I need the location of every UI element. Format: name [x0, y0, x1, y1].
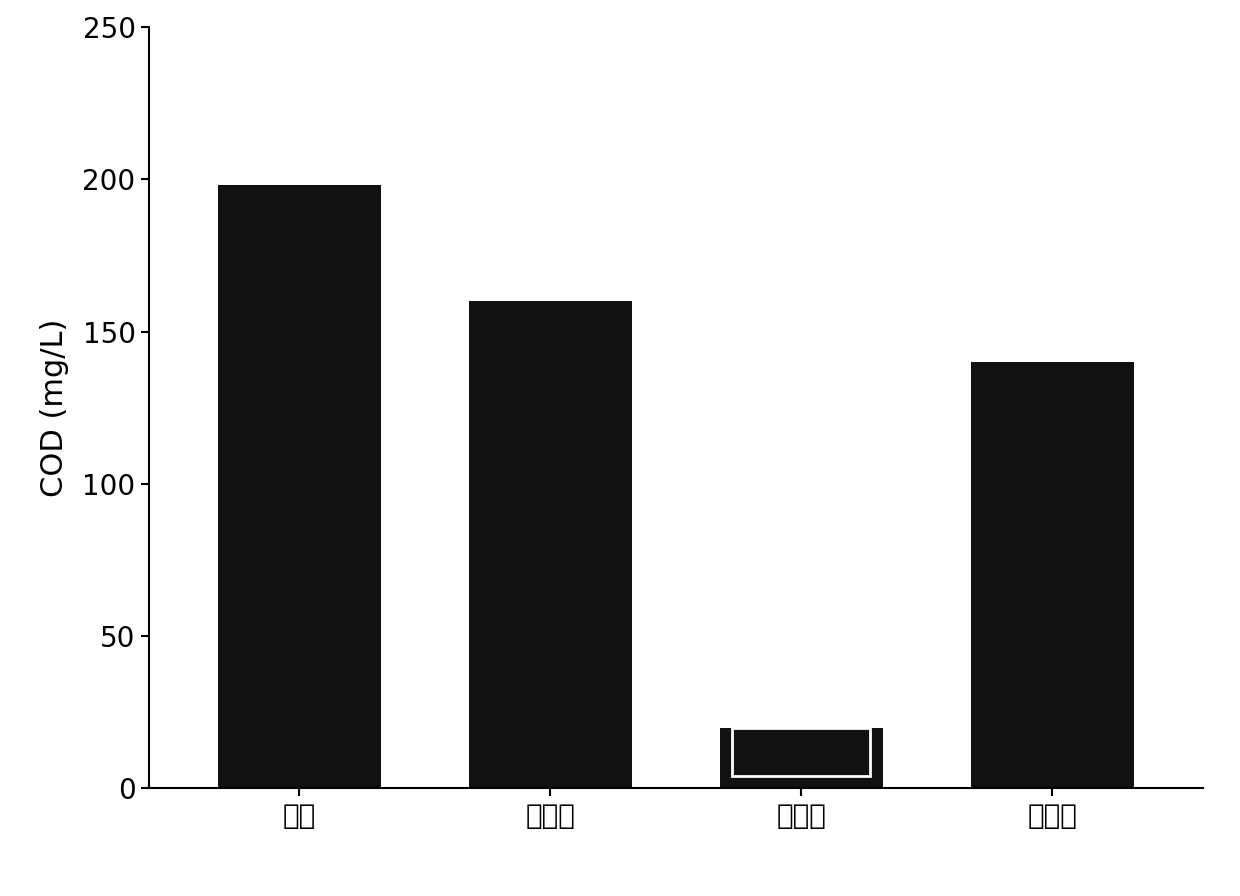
FancyBboxPatch shape	[733, 728, 870, 776]
Bar	[719, 728, 883, 788]
Bar	[971, 362, 1133, 788]
Bar	[218, 185, 381, 788]
Bar	[469, 301, 632, 788]
Y-axis label: COD (mg/L): COD (mg/L)	[40, 318, 68, 497]
